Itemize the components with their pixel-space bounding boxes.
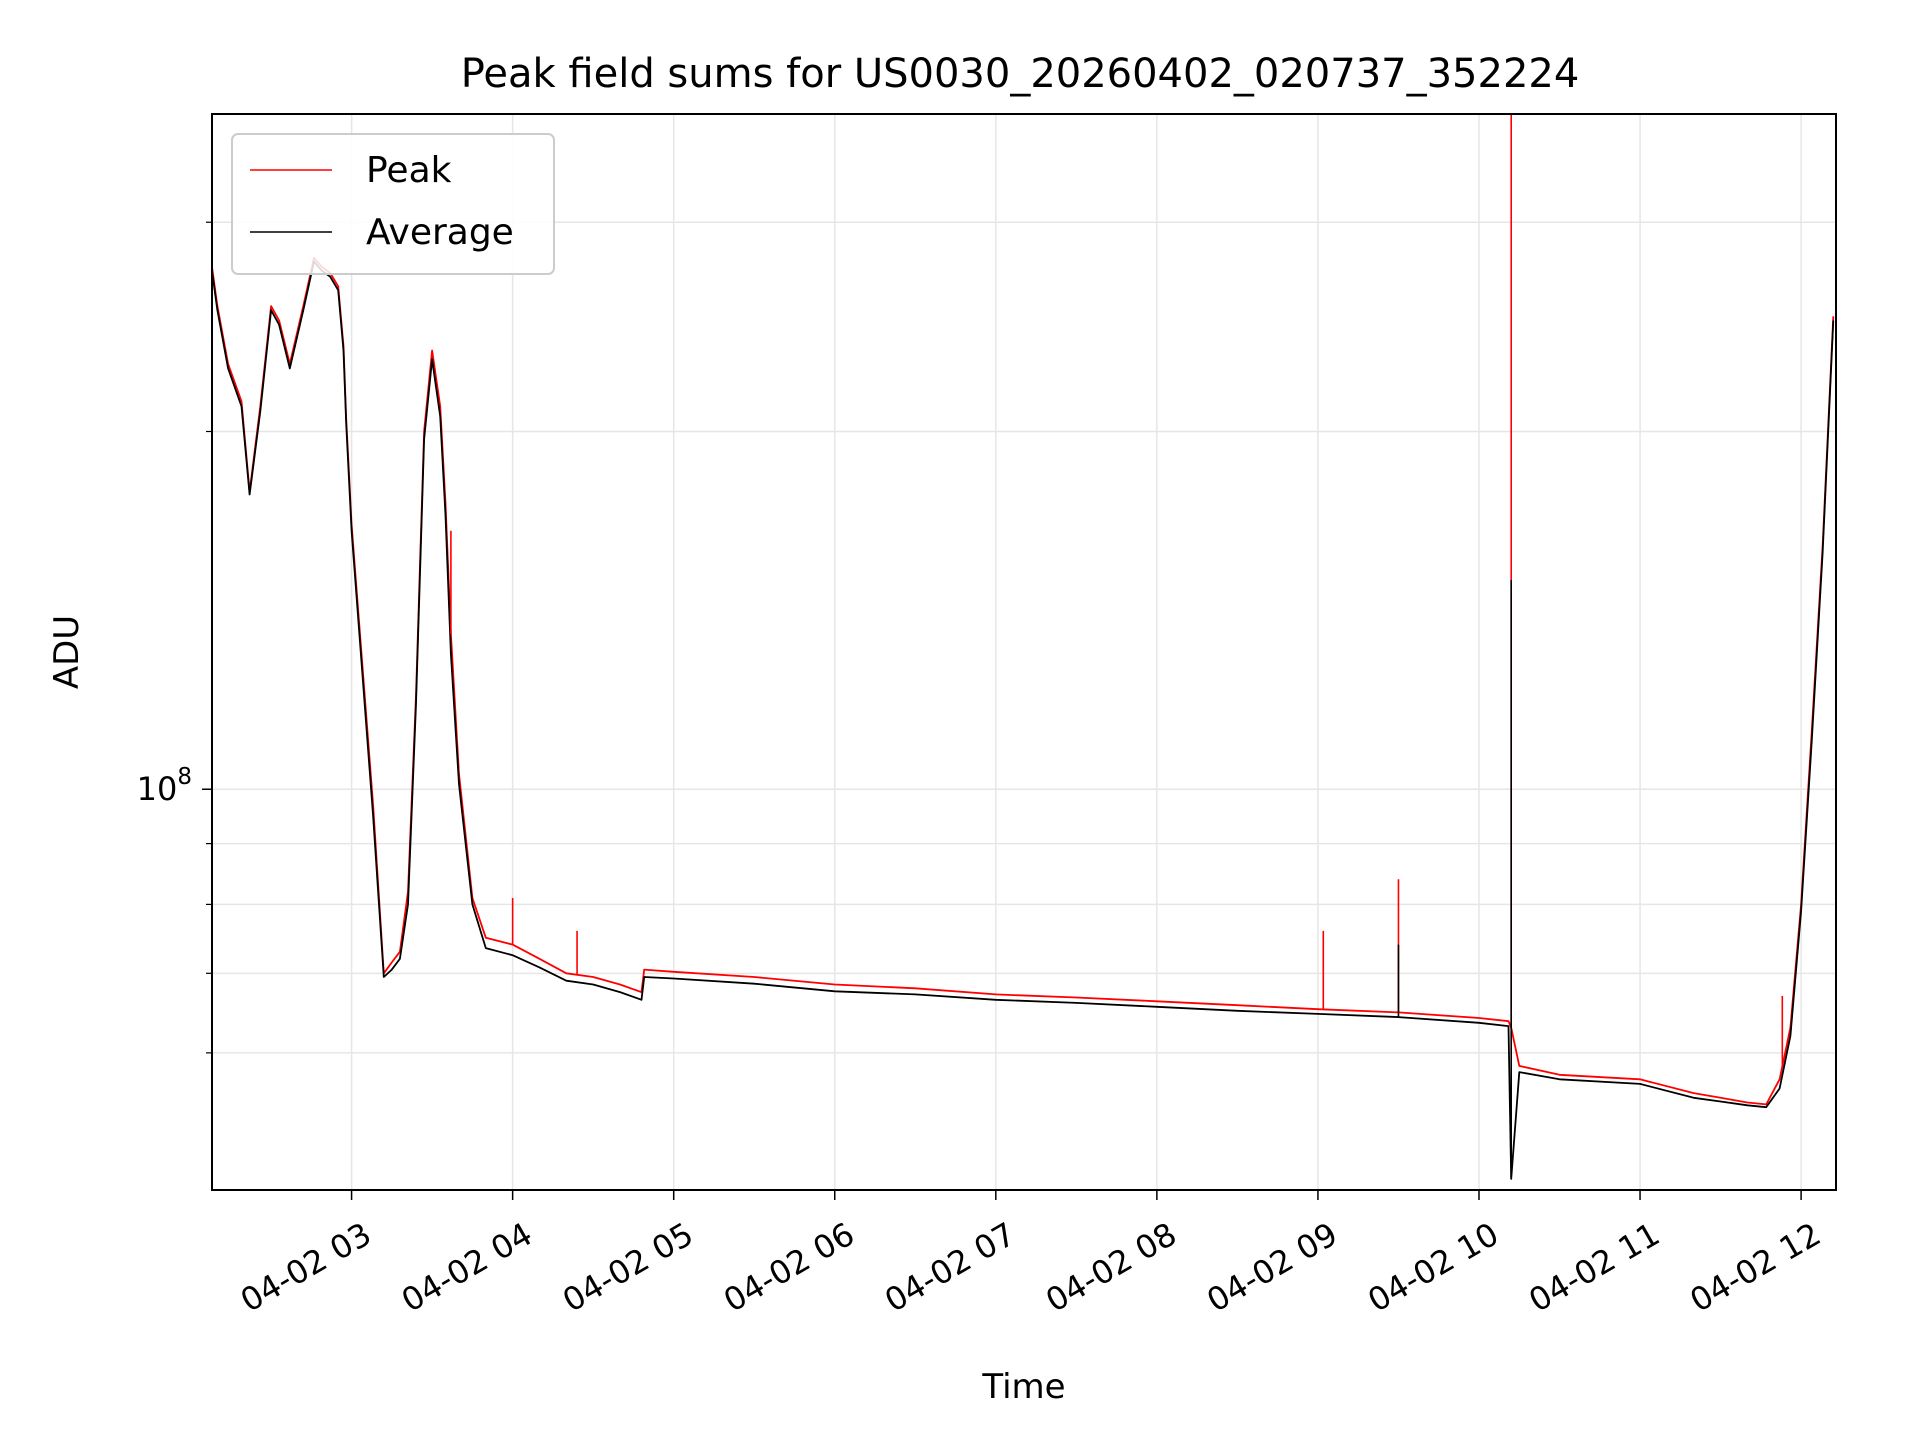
- y-axis-label: ADU: [47, 615, 87, 689]
- y-axis: 108: [137, 221, 212, 1054]
- x-axis-label: Time: [981, 1367, 1065, 1407]
- legend-label-peak: Peak: [366, 150, 452, 191]
- legend-label-average: Average: [366, 212, 514, 253]
- chart-title: Peak field sums for US0030_20260402_0207…: [461, 51, 1580, 97]
- y-tick-label-base: 10: [137, 770, 178, 808]
- plot-frame: [211, 113, 1837, 1191]
- grid: [212, 114, 1836, 1190]
- legend-box: [231, 133, 555, 275]
- legend: Peak Average: [231, 133, 555, 275]
- y-tick-label-exponent: 8: [177, 764, 192, 790]
- y-tick-label: 108: [137, 764, 192, 808]
